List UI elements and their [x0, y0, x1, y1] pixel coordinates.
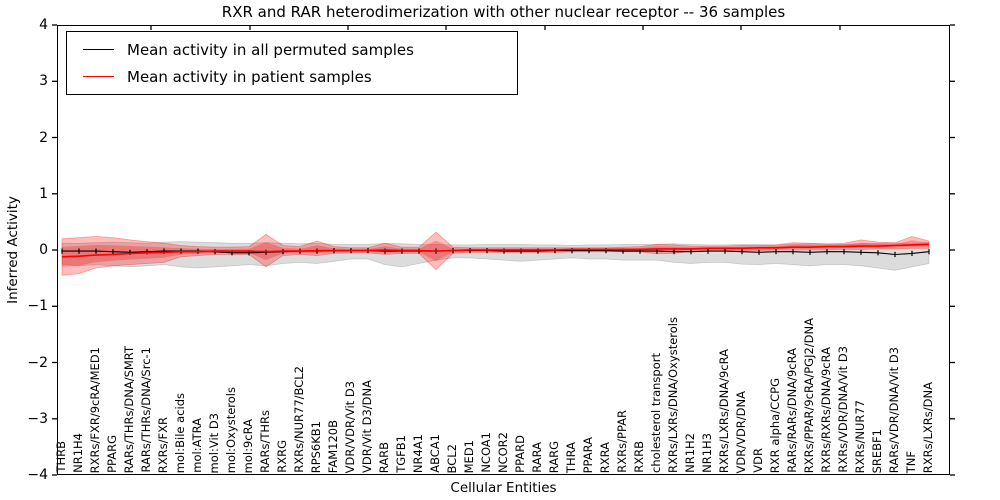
x-tick-label: NR1H4 — [71, 433, 85, 473]
x-tick-label: RXRs/RXRs/DNA/9cRA — [819, 347, 833, 473]
x-tick-label: RXRs/LXRs/DNA — [921, 381, 935, 473]
x-tick-label: NCOR2 — [496, 432, 510, 473]
x-tick-label: FAM120B — [326, 419, 340, 473]
series-line-1 — [61, 243, 930, 258]
y-tick-label: −1 — [27, 298, 48, 315]
x-tick-label: RARs/THRs/DNA/Src-1 — [139, 347, 153, 473]
x-tick-label: cholesterol transport — [649, 353, 663, 473]
x-tick-label: RXRG — [275, 440, 289, 473]
x-tick-label: RXRs/PPAR — [615, 410, 629, 473]
legend-item-patient: Mean activity in patient samples — [83, 68, 517, 86]
x-tick-label: VDR — [751, 448, 765, 473]
legend-label: Mean activity in patient samples — [127, 67, 372, 86]
x-tick-label: mol:ATRA — [190, 418, 204, 473]
x-tick-label: BCL2 — [445, 443, 459, 473]
x-tick-label: mol:9cRA — [241, 418, 255, 473]
x-tick-label: RARB — [377, 441, 391, 473]
x-tick-label: NCOA1 — [479, 432, 493, 473]
y-tick-label: −4 — [27, 467, 48, 483]
y-tick-label: 2 — [39, 129, 48, 146]
chart-title: RXR and RAR heterodimerization with othe… — [221, 3, 786, 21]
y-tick-label: −3 — [27, 410, 48, 427]
x-tick-label: RARs/VDR/DNA/Vit D3 — [887, 346, 901, 473]
permuted-line-swatch — [83, 49, 114, 50]
legend: Mean activity in all permuted samples Me… — [66, 31, 518, 95]
x-tick-label: VDR/VDR/Vit D3 — [343, 380, 357, 473]
x-tick-label: THRB — [54, 441, 68, 473]
x-tick-label: TGFB1 — [394, 435, 408, 473]
x-tick-label: RXR alpha/CCPG — [768, 377, 782, 473]
x-tick-label: SREBF1 — [870, 428, 884, 473]
legend-label: Mean activity in all permuted samples — [127, 40, 414, 59]
x-tick-label: PPARD — [513, 435, 527, 473]
y-tick-label: 0 — [39, 242, 48, 258]
y-tick-label: −2 — [27, 354, 48, 371]
patient-samples-range-band-inner — [62, 240, 929, 267]
patient-line-swatch — [83, 76, 114, 77]
x-tick-label: RXRA — [598, 441, 612, 473]
x-tick-label: RARs/RARs/DNA/9cRA — [785, 348, 799, 473]
x-tick-label: RXRs/FXR — [156, 416, 170, 473]
legend-item-permuted: Mean activity in all permuted samples — [83, 41, 517, 59]
y-tick-label: 1 — [39, 185, 48, 202]
x-tick-label: PPARG — [105, 435, 119, 473]
x-tick-label: VDR/Vit D3/DNA — [360, 380, 374, 473]
x-tick-label: VDR/VDR/DNA — [734, 390, 748, 474]
patient-samples-range-band — [61, 231, 930, 276]
x-tick-label: RARG — [547, 440, 561, 473]
x-tick-label: RXRs/PPAR/9cRA/PGJ2/DNA — [802, 317, 816, 473]
plot-canvas — [52, 24, 955, 476]
x-tick-label: ABCA1 — [428, 434, 442, 473]
x-tick-label: THRA — [564, 441, 578, 473]
x-tick-label: TNF — [904, 450, 918, 473]
x-tick-label: RXRs/LXRs/DNA/9cRA — [717, 348, 731, 473]
x-axis-title: Cellular Entities — [450, 480, 557, 496]
y-tick-label: 4 — [39, 17, 48, 33]
x-tick-label: NR4A1 — [411, 433, 425, 473]
x-tick-label: RXRs/FXR/9cRA/MED1 — [88, 346, 102, 473]
x-tick-label: mol:Oxysterols — [224, 386, 238, 473]
x-tick-label: RPS6KB1 — [309, 420, 323, 473]
x-tick-label: RXRB — [632, 441, 646, 473]
x-tick-label: RXRs/NUR77 — [853, 399, 867, 473]
x-tick-label: RXRs/VDR/DNA/Vit D3 — [836, 346, 850, 473]
x-tick-label: RXRs/NUR77/BCL2 — [292, 366, 306, 473]
x-tick-label: PPARA — [581, 436, 595, 473]
x-tick-label: RARs/THRs/DNA/SMRT — [122, 345, 136, 473]
y-tick-label: 3 — [39, 73, 48, 90]
y-axis-title: Inferred Activity — [5, 196, 21, 304]
x-tick-label: RARA — [530, 442, 544, 473]
x-tick-label: mol:Vit D3 — [207, 412, 221, 473]
x-tick-label: NR1H2 — [683, 433, 697, 473]
x-tick-label: NR1H3 — [700, 433, 714, 473]
x-tick-label: MED1 — [462, 439, 476, 473]
x-tick-label: mol:Bile acids — [173, 392, 187, 473]
x-tick-label: RARs/THRs — [258, 410, 272, 473]
x-tick-label: RXRs/LXRs/DNA/Oxysterols — [666, 316, 680, 473]
